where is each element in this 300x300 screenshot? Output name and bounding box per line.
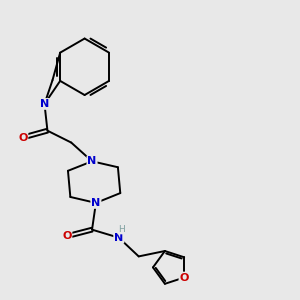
Text: N: N	[40, 99, 49, 109]
Text: N: N	[87, 156, 97, 166]
Text: O: O	[18, 133, 28, 142]
Text: O: O	[62, 231, 71, 241]
Text: H: H	[118, 225, 124, 234]
Text: O: O	[179, 272, 189, 283]
Text: N: N	[91, 198, 101, 208]
Text: N: N	[114, 233, 123, 243]
